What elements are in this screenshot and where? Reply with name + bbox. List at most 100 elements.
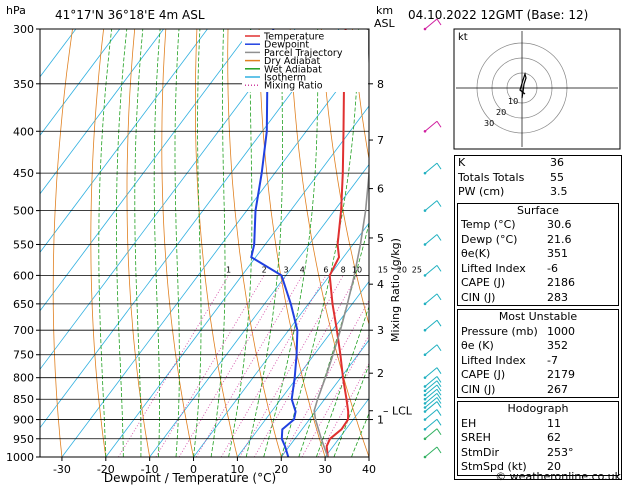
wind-barb-dot: [423, 209, 427, 212]
legend-label: Isotherm: [264, 73, 306, 84]
pressure-tick-label: 550: [13, 238, 34, 251]
wind-barb: [424, 265, 438, 276]
wind-barb-flag: [436, 419, 442, 426]
isotherm-line: [40, 29, 164, 195]
wind-barb-flag: [436, 401, 442, 408]
wind-barb: [424, 162, 438, 174]
stat-value: 267: [547, 382, 568, 396]
mixing-ratio-label: 1: [226, 265, 231, 274]
wind-barb: [424, 384, 438, 396]
wind-barb-dot: [423, 129, 427, 133]
wind-barb: [424, 401, 438, 412]
wind-barb: [424, 446, 438, 458]
stat-row: K 36: [455, 156, 621, 171]
dry-adiabat-line: [194, 29, 238, 457]
stat-value: 2179: [547, 368, 575, 381]
stat-row: CIN (J) 267: [458, 383, 618, 398]
wind-barb-dot: [423, 302, 427, 306]
temperature-tick-label: 20: [274, 463, 288, 476]
wind-barb-flag: [436, 234, 442, 241]
copyright-footer: © weatheronline.co.uk: [495, 470, 621, 483]
stat-label: Lifted Index: [461, 353, 526, 367]
x-axis-label: Dewpoint / Temperature (°C): [104, 471, 276, 485]
height-tick-label: 5: [377, 232, 384, 245]
pressure-tick-label: 650: [13, 298, 34, 311]
stat-value: 11: [547, 416, 561, 430]
isotherm-line: [193, 222, 369, 457]
pressure-axis: 300 350 400 450 500 550 600 650 700 750 800 850 900 9…: [6, 23, 40, 464]
temperature-tick-label: -20: [97, 463, 115, 476]
stat-value: -6: [547, 261, 558, 275]
wind-barb-flag: [436, 367, 442, 374]
wind-barb-dot: [423, 27, 427, 31]
wind-barb-dot: [423, 455, 427, 459]
mixing-ratio-line: [195, 275, 303, 457]
height-tick-label: 4: [377, 278, 384, 291]
pressure-tick-label: 400: [13, 125, 34, 138]
mixing-ratio-label: 6: [323, 265, 328, 274]
stat-label: SREH: [461, 431, 491, 444]
wind-barb: [424, 392, 438, 404]
wind-barb-dot: [423, 389, 427, 393]
wind-barb-flag: [436, 120, 442, 128]
wet-adiabat-line: [228, 29, 253, 457]
legend-label: Dewpoint: [264, 40, 309, 51]
height-tick-label: 8: [377, 78, 384, 91]
isotherm-line: [237, 280, 369, 457]
dry-adiabat-line: [52, 29, 73, 457]
temperature-axis: -30 -20 -10 0 10 20 30 40: [53, 457, 376, 476]
pressure-tick-label: 600: [13, 269, 34, 282]
series-line: [313, 29, 369, 457]
wind-barb-flag: [436, 265, 442, 272]
stat-label: θe (K): [461, 339, 494, 352]
stat-label: Pressure (mb): [461, 324, 538, 338]
wind-barb-flag: [436, 293, 442, 301]
wind-barb-dot: [423, 402, 427, 405]
wind-barb: [424, 367, 438, 379]
wind-barb-flag: [436, 388, 442, 396]
legend-label: Temperature: [263, 32, 324, 43]
pressure-tick-label: 450: [13, 167, 34, 180]
stat-row: PW (cm) 3.5: [455, 185, 621, 200]
wind-barb: [424, 344, 438, 356]
wind-barb: [424, 428, 438, 440]
km-unit: km: [376, 4, 394, 17]
wind-barb: [424, 388, 438, 400]
stat-row: CAPE (J) 2186: [458, 276, 618, 291]
stat-label: Totals Totals: [458, 170, 525, 184]
most-unstable-section: Most Unstable Pressure (mb) 1000 θe (K) 35…: [457, 309, 619, 398]
mixing-ratio-line: [301, 334, 369, 457]
mixing-ratio-label: 3: [284, 265, 289, 274]
isotherm-line: [40, 29, 340, 429]
hodograph-unit: kt: [458, 32, 468, 43]
stat-row: Pressure (mb) 1000: [458, 325, 618, 340]
wet-adiabat-line: [245, 29, 283, 457]
stat-value: 283: [547, 290, 568, 304]
stat-row: CIN (J) 283: [458, 291, 618, 306]
stat-value: 1000: [547, 324, 575, 338]
stat-value: 352: [547, 339, 568, 352]
wind-barbs: [423, 18, 442, 459]
pressure-tick-label: 500: [13, 205, 34, 218]
stat-row: Totals Totals 55: [455, 171, 621, 186]
wind-barb: [424, 376, 438, 387]
height-tick-label: 2: [377, 367, 384, 380]
wind-barb-dot: [423, 328, 427, 332]
stat-value: 55: [550, 170, 564, 184]
wind-barb-flag: [436, 162, 442, 170]
index-rows: K 36 Totals Totals 55 PW (cm) 3.5: [455, 156, 621, 200]
stat-label: θe(K): [461, 247, 491, 260]
mixing-ratio-label: 15: [378, 265, 388, 274]
hodograph-ring-label: 30: [484, 119, 494, 128]
isotherm-line: [40, 29, 208, 253]
legend-label: Wet Adiabat: [264, 64, 322, 75]
pressure-tick-label: 1000: [6, 451, 34, 464]
isotherm-line: [61, 46, 369, 457]
stat-row: θe(K) 351: [458, 247, 618, 262]
isotherm-line: [280, 339, 369, 457]
dry-adiabat-line: [126, 29, 151, 457]
stat-value: -7: [547, 353, 558, 367]
stat-row: StmDir 253°: [458, 446, 618, 461]
wind-barb: [424, 120, 438, 132]
